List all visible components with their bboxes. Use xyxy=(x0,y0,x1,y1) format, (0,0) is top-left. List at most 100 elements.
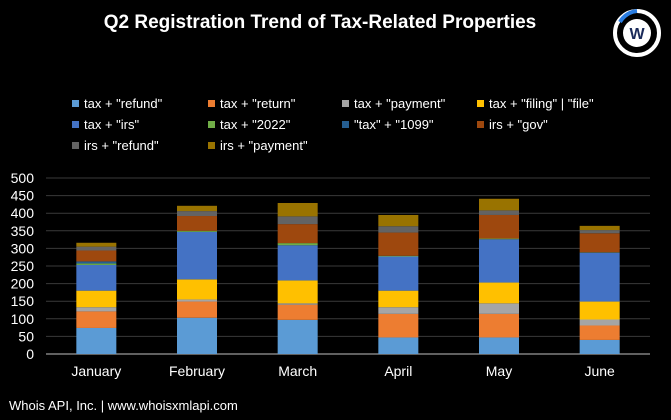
bar-segment xyxy=(579,325,620,340)
legend-swatch xyxy=(72,100,79,107)
bar-segment xyxy=(277,304,318,320)
legend-item: "tax" + "1099" xyxy=(342,117,434,132)
legend-label: tax + "payment" xyxy=(354,96,446,111)
x-tick-label: February xyxy=(169,363,225,379)
legend-label: tax + "2022" xyxy=(220,117,291,132)
bar-segment xyxy=(579,319,620,326)
y-tick-label: 150 xyxy=(11,293,35,309)
legend-item: tax + "filing" | "file" xyxy=(477,96,594,111)
bar-segment xyxy=(177,301,217,318)
bar-segment xyxy=(76,261,117,264)
bar-segment xyxy=(76,250,117,262)
legend-label: tax + "filing" | "file" xyxy=(489,96,594,111)
chart-title: Q2 Registration Trend of Tax-Related Pro… xyxy=(103,12,537,33)
bar-segment xyxy=(177,317,217,354)
bar-segment xyxy=(579,233,620,253)
bar-segment xyxy=(579,252,620,302)
bar-segment xyxy=(277,243,318,246)
x-tick-label: April xyxy=(384,363,412,379)
bar-segment xyxy=(479,198,519,211)
legend-swatch xyxy=(477,100,484,107)
legend-swatch xyxy=(477,121,484,128)
bar-segment xyxy=(378,307,419,314)
bar-segment xyxy=(479,282,519,304)
svg-text:W: W xyxy=(629,26,645,43)
legend-label: tax + "irs" xyxy=(84,117,140,132)
bar-segment xyxy=(579,225,620,231)
bar-segment xyxy=(177,205,217,212)
bar-segment xyxy=(277,319,318,354)
bar-segment xyxy=(76,311,117,328)
y-tick-label: 400 xyxy=(11,205,35,221)
x-tick-label: March xyxy=(278,363,317,379)
bar-segment xyxy=(378,232,419,256)
bar-segment xyxy=(177,279,217,300)
y-tick-label: 250 xyxy=(11,258,35,274)
legend-swatch xyxy=(342,100,349,107)
y-tick-label: 350 xyxy=(11,223,35,239)
bar-segment xyxy=(277,280,318,304)
bar-segment xyxy=(277,303,318,305)
legend-swatch xyxy=(342,121,349,128)
bar-segment xyxy=(177,216,217,231)
legend-item: irs + "gov" xyxy=(477,117,548,132)
legend-item: irs + "payment" xyxy=(208,138,308,153)
legend-item: tax + "return" xyxy=(208,96,295,111)
y-tick-label: 450 xyxy=(11,188,35,204)
bar-segment xyxy=(76,263,117,265)
bar-segment xyxy=(378,214,419,227)
bar-segment xyxy=(277,224,318,244)
bar-segment xyxy=(479,239,519,283)
x-tick-label: June xyxy=(584,363,615,379)
bar-segment xyxy=(378,313,419,338)
bar-segment xyxy=(76,246,117,251)
legend-swatch xyxy=(72,121,79,128)
bar-segment xyxy=(378,337,419,354)
bar-segment xyxy=(177,230,217,232)
bar-segment xyxy=(378,226,419,233)
legend-item: tax + "payment" xyxy=(342,96,445,111)
legend-item: tax + "2022" xyxy=(208,117,290,132)
y-tick-label: 200 xyxy=(11,276,35,292)
bar-segment xyxy=(479,238,519,240)
bar-segment xyxy=(579,339,620,354)
legend-item: tax + "irs" xyxy=(72,117,139,132)
legend-label: irs + "gov" xyxy=(489,117,548,132)
legend-swatch xyxy=(208,100,215,107)
x-tick-label: January xyxy=(71,363,121,379)
bar-segment xyxy=(579,230,620,234)
footer-credit: Whois API, Inc. | www.whoisxmlapi.com xyxy=(9,398,238,413)
legend-label: irs + "refund" xyxy=(84,138,159,153)
bar-segment xyxy=(378,290,419,308)
legend-label: tax + "return" xyxy=(220,96,296,111)
y-tick-label: 0 xyxy=(26,346,34,362)
bar-segment xyxy=(579,301,620,320)
y-tick-label: 500 xyxy=(11,170,35,186)
bar-segment xyxy=(277,202,318,217)
bar-segment xyxy=(76,290,117,308)
bar-segment xyxy=(479,337,519,354)
x-tick-label: May xyxy=(486,363,512,379)
bar-segment xyxy=(378,256,419,291)
bar-segment xyxy=(479,214,519,239)
legend-swatch xyxy=(208,142,215,149)
bar-segment xyxy=(479,210,519,215)
legend-item: tax + "refund" xyxy=(72,96,162,111)
bar-segment xyxy=(177,299,217,302)
bar-segment xyxy=(479,313,519,338)
bar-segment xyxy=(76,242,117,247)
bar-segment xyxy=(277,216,318,225)
bar-segment xyxy=(76,307,117,312)
y-tick-label: 50 xyxy=(18,328,34,344)
legend-item: irs + "refund" xyxy=(72,138,159,153)
y-tick-label: 100 xyxy=(11,311,35,327)
legend-label: "tax" + "1099" xyxy=(354,117,434,132)
y-tick-label: 300 xyxy=(11,240,35,256)
whoisxmlapi-logo: W xyxy=(613,9,661,57)
bar-segment xyxy=(177,211,217,217)
bar-segment xyxy=(378,255,419,257)
bar-segment xyxy=(277,245,318,281)
bar-segment xyxy=(177,231,217,280)
